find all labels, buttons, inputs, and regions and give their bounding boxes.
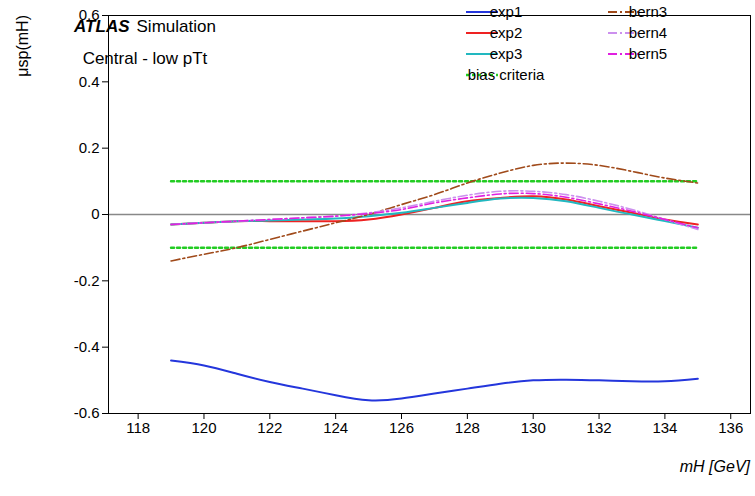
svg-text:136: 136	[718, 419, 743, 436]
svg-text:-0.2: -0.2	[74, 272, 100, 289]
svg-text:0.4: 0.4	[79, 73, 100, 90]
svg-text:bern4: bern4	[629, 24, 667, 41]
svg-text:126: 126	[389, 419, 414, 436]
svg-text:Central - low pTt: Central - low pTt	[83, 49, 208, 68]
svg-text:124: 124	[323, 419, 348, 436]
svg-text:128: 128	[455, 419, 480, 436]
svg-text:mH [GeV]: mH [GeV]	[680, 458, 751, 475]
svg-text:exp1: exp1	[490, 3, 523, 20]
svg-text:0.2: 0.2	[79, 139, 100, 156]
svg-text:exp3: exp3	[490, 45, 523, 62]
svg-text:μsp(mH): μsp(mH)	[14, 15, 31, 77]
svg-text:bias criteria: bias criteria	[468, 66, 545, 83]
svg-text:bern5: bern5	[629, 45, 667, 62]
svg-text:bern3: bern3	[629, 3, 667, 20]
svg-text:132: 132	[587, 419, 612, 436]
svg-text:118: 118	[126, 419, 150, 436]
svg-text:130: 130	[521, 419, 546, 436]
svg-text:-0.6: -0.6	[74, 404, 100, 421]
svg-text:ATLASSimulation: ATLASSimulation	[73, 17, 216, 36]
svg-text:120: 120	[191, 419, 216, 436]
svg-text:exp2: exp2	[490, 24, 523, 41]
svg-text:122: 122	[257, 419, 282, 436]
svg-text:0: 0	[91, 205, 99, 222]
svg-text:134: 134	[652, 419, 677, 436]
svg-text:-0.4: -0.4	[74, 338, 100, 355]
svg-text:0.6: 0.6	[78, 6, 100, 24]
